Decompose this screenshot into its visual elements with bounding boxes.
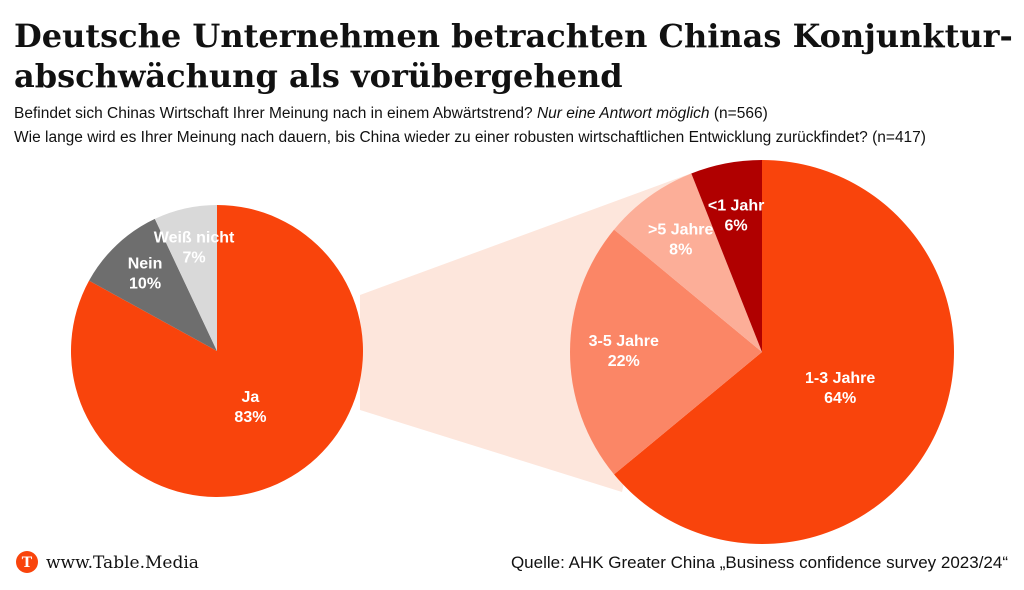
pie-slice	[614, 173, 762, 352]
subtitle-note: Nur eine Antwort möglich	[537, 105, 710, 122]
pie-slice	[89, 218, 217, 351]
slice-value-label: 8%	[669, 241, 692, 258]
subtitle-question: Befindet sich Chinas Wirtschaft Ihrer Me…	[14, 105, 533, 122]
slice-value-label: 7%	[183, 250, 206, 267]
slice-value-label: 10%	[129, 276, 161, 293]
slice-label: Ja	[242, 389, 260, 406]
title-line: abschwächung als vorübergehend	[14, 57, 623, 95]
pie-slice	[569, 229, 762, 475]
pie-slice	[614, 160, 954, 544]
subtitle: Befindet sich Chinas Wirtschaft Ihrer Me…	[14, 105, 768, 122]
slice-value-label: 64%	[824, 390, 856, 407]
slice-label: <1 Jahr	[708, 197, 764, 214]
slice-value-label: 83%	[234, 409, 266, 426]
slice-value-label: 22%	[608, 353, 640, 370]
title-line: Deutsche Unternehmen betrachten Chinas K…	[14, 17, 1013, 55]
slice-label: 3-5 Jahre	[589, 333, 659, 350]
slice-value-label: 6%	[725, 217, 748, 234]
slice-label: Weiß nicht	[154, 230, 235, 247]
brand-logo-letter: T	[22, 555, 33, 571]
slice-label: Nein	[128, 256, 163, 273]
brand-logo	[16, 551, 38, 573]
subtitle: Wie lange wird es Ihrer Meinung nach dau…	[14, 129, 926, 146]
pie-slice	[691, 160, 762, 352]
brand: www.Table.Media	[46, 553, 199, 573]
pie-slice	[154, 205, 217, 351]
pies: Ja 83% Nein 10% Weiß nicht 7% 1-3 Jahre 64% 3-5 …	[71, 160, 954, 544]
source: Quelle: AHK Greater China „Business conf…	[511, 553, 1008, 572]
subtitle-n: (n=566)	[714, 105, 768, 122]
slice-label: 1-3 Jahre	[805, 370, 875, 387]
slice-label: >5 Jahre	[648, 221, 713, 238]
